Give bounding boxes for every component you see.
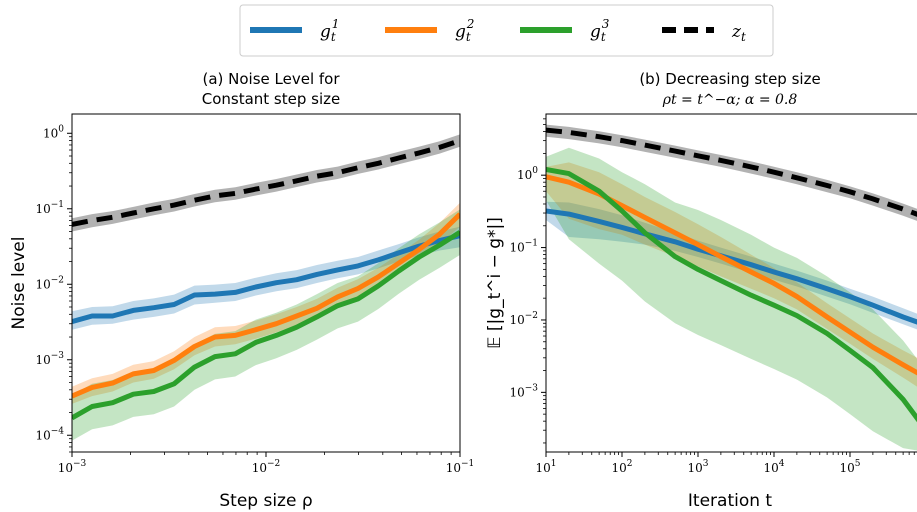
legend-frame [239, 4, 774, 57]
panel-b-line-3 [546, 166, 917, 423]
panel-b-ytick-label-3: 10−1 [509, 239, 538, 255]
panel-b-line-1 [546, 208, 917, 325]
panel-b-xtick-label-3: 103 [687, 459, 708, 475]
panel-b-ytick-label-4: 100 [517, 166, 538, 182]
panel-b-xtick-label-1: 101 [535, 459, 556, 475]
panel-b-line-4 [546, 127, 917, 217]
panel-b-xtick-label-4: 104 [763, 459, 784, 475]
panel-a-ytick-label-4: 10−1 [35, 200, 64, 216]
panel-a-ytick-label-5: 100 [43, 124, 64, 140]
panel-b-ytick-label-2: 10−2 [509, 311, 538, 327]
panel-a-xtick-label-1: 10−3 [58, 459, 87, 475]
panel-b-xtick-label-5: 105 [839, 459, 860, 475]
panel-a-title-line2: Constant step size [202, 90, 341, 108]
panel-a-line-1 [72, 233, 460, 325]
panel-a-line-4 [72, 138, 460, 227]
panel-a-band-4 [72, 134, 460, 232]
panel-b: (b) Decreasing step size ρt = t^−α; α = … [485, 70, 917, 511]
legend-label-1: gt1 [320, 17, 339, 44]
panel-b-band-2 [546, 162, 917, 387]
panel-a-ytick-label-3: 10−2 [35, 275, 64, 291]
panel-a-title-line1: (a) Noise Level for [202, 70, 340, 88]
panel-b-band-4 [546, 124, 917, 221]
legend-label-3: gt3 [590, 17, 610, 44]
panel-b-ytick-label-1: 10−3 [509, 383, 538, 399]
panel-b-xlabel: Iteration t [688, 491, 773, 511]
panel-a-ylabel: Noise level [9, 237, 29, 330]
panel-b-xtick-label-2: 102 [611, 459, 632, 475]
panel-a-line-2 [72, 212, 460, 399]
panel-a-xtick-label-2: 10−2 [252, 459, 281, 475]
panel-b-title-line2: ρt = t^−α; α = 0.8 [662, 92, 798, 108]
legend: gt1 gt2 gt3 zt [239, 4, 774, 57]
panel-a: (a) Noise Level for Constant step size 1… [9, 70, 474, 511]
panel-b-band-3 [546, 147, 917, 451]
panel-b-frame [545, 113, 917, 453]
panel-b-ylabel: 𝔼 [|g_t^i − g*|] [485, 217, 505, 349]
panel-a-ytick-label-1: 10−4 [35, 426, 64, 442]
panel-a-ytick-label-2: 10−3 [35, 351, 64, 367]
panel-a-xlabel: Step size ρ [219, 491, 312, 511]
legend-label-2: gt2 [455, 17, 474, 44]
panel-a-xtick-label-3: 10−1 [446, 459, 475, 475]
panel-a-line-3 [72, 230, 460, 421]
panel-b-title-line1: (b) Decreasing step size [639, 70, 820, 88]
